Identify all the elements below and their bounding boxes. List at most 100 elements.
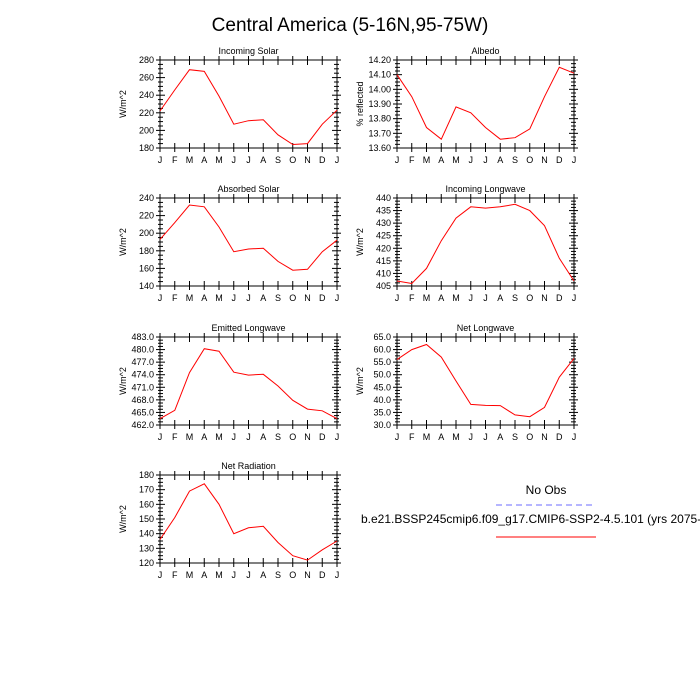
- x-tick-label: J: [232, 155, 237, 165]
- panel-title: Net Radiation: [221, 461, 276, 471]
- y-tick-label: 160: [139, 263, 154, 273]
- main-title: Central America (5-16N,95-75W): [212, 15, 489, 36]
- y-tick-label: 140: [139, 529, 154, 539]
- x-tick-label: F: [409, 293, 415, 303]
- y-tick-label: 260: [139, 73, 154, 83]
- x-tick-label: N: [541, 155, 548, 165]
- legend-obs-label: No Obs: [526, 483, 567, 497]
- y-tick-label: 140: [139, 281, 154, 291]
- x-tick-label: M: [186, 155, 194, 165]
- x-tick-label: J: [469, 432, 474, 442]
- y-tick-label: 55.0: [373, 357, 391, 367]
- y-axis-label: W/m^2: [118, 228, 128, 256]
- y-tick-label: 35.0: [373, 407, 391, 417]
- y-tick-label: 440: [376, 193, 391, 203]
- y-axis-label: W/m^2: [355, 228, 365, 256]
- x-tick-label: A: [201, 293, 207, 303]
- x-tick-label: J: [335, 570, 340, 580]
- x-tick-label: J: [246, 570, 251, 580]
- x-tick-label: F: [409, 155, 415, 165]
- y-tick-label: 220: [139, 211, 154, 221]
- x-tick-label: M: [423, 432, 431, 442]
- y-tick-label: 14.20: [368, 55, 391, 65]
- x-tick-label: J: [395, 155, 400, 165]
- y-tick-label: 60.0: [373, 345, 391, 355]
- y-tick-label: 200: [139, 125, 154, 135]
- y-tick-label: 425: [376, 231, 391, 241]
- panel-title: Incoming Solar: [218, 46, 278, 56]
- x-tick-label: A: [438, 155, 444, 165]
- y-tick-label: 45.0: [373, 382, 391, 392]
- x-tick-label: S: [275, 293, 281, 303]
- x-tick-label: D: [319, 570, 326, 580]
- y-axis-label: W/m^2: [118, 367, 128, 395]
- y-axis-label: W/m^2: [118, 505, 128, 533]
- series-line: [396, 343, 575, 418]
- x-tick-label: N: [304, 293, 311, 303]
- x-tick-label: M: [215, 155, 223, 165]
- y-tick-label: 30.0: [373, 420, 391, 430]
- y-tick-label: 240: [139, 193, 154, 203]
- x-tick-label: M: [215, 432, 223, 442]
- x-tick-label: M: [452, 293, 460, 303]
- y-tick-label: 465.0: [131, 407, 154, 417]
- x-tick-label: A: [201, 155, 207, 165]
- x-tick-label: A: [438, 432, 444, 442]
- series-line: [159, 348, 338, 420]
- x-tick-label: M: [215, 293, 223, 303]
- x-tick-label: J: [232, 570, 237, 580]
- x-tick-label: A: [497, 155, 503, 165]
- x-tick-label: J: [232, 432, 237, 442]
- panel-title: Incoming Longwave: [445, 184, 525, 194]
- x-tick-label: N: [304, 155, 311, 165]
- y-tick-label: 462.0: [131, 420, 154, 430]
- plot-frame: [396, 336, 575, 426]
- y-tick-label: 200: [139, 228, 154, 238]
- x-tick-label: A: [497, 293, 503, 303]
- x-tick-label: M: [186, 570, 194, 580]
- legend-model-label: b.e21.BSSP245cmip6.f09_g17.CMIP6-SSP2-4.…: [361, 512, 700, 526]
- y-tick-label: 65.0: [373, 332, 391, 342]
- x-tick-label: N: [304, 570, 311, 580]
- x-tick-label: J: [335, 155, 340, 165]
- y-tick-label: 468.0: [131, 395, 154, 405]
- x-tick-label: A: [260, 293, 266, 303]
- series-line: [396, 203, 575, 285]
- plot-frame: [396, 59, 575, 149]
- y-tick-label: 14.00: [368, 84, 391, 94]
- x-tick-label: F: [409, 432, 415, 442]
- series-line: [396, 66, 575, 140]
- y-tick-label: 405: [376, 281, 391, 291]
- x-tick-label: O: [526, 293, 533, 303]
- x-tick-label: S: [512, 432, 518, 442]
- x-tick-label: D: [319, 432, 326, 442]
- x-tick-label: O: [526, 432, 533, 442]
- x-tick-label: N: [304, 432, 311, 442]
- x-tick-label: A: [497, 432, 503, 442]
- x-tick-label: J: [335, 432, 340, 442]
- x-tick-label: J: [335, 293, 340, 303]
- x-tick-label: S: [512, 293, 518, 303]
- series-line: [159, 483, 338, 561]
- y-tick-label: 13.60: [368, 143, 391, 153]
- panel-title: Albedo: [471, 46, 499, 56]
- x-tick-label: M: [186, 432, 194, 442]
- panel-title: Emitted Longwave: [211, 323, 285, 333]
- x-tick-label: M: [186, 293, 194, 303]
- x-tick-label: F: [172, 155, 178, 165]
- series-line: [159, 204, 338, 271]
- x-tick-label: J: [483, 155, 488, 165]
- x-tick-label: J: [572, 293, 577, 303]
- x-tick-label: F: [172, 432, 178, 442]
- x-tick-label: A: [201, 570, 207, 580]
- y-tick-label: 40.0: [373, 395, 391, 405]
- legend: No Obs b.e21.BSSP245cmip6.f09_g17.CMIP6-…: [361, 483, 700, 538]
- x-tick-label: M: [423, 155, 431, 165]
- y-tick-label: 280: [139, 55, 154, 65]
